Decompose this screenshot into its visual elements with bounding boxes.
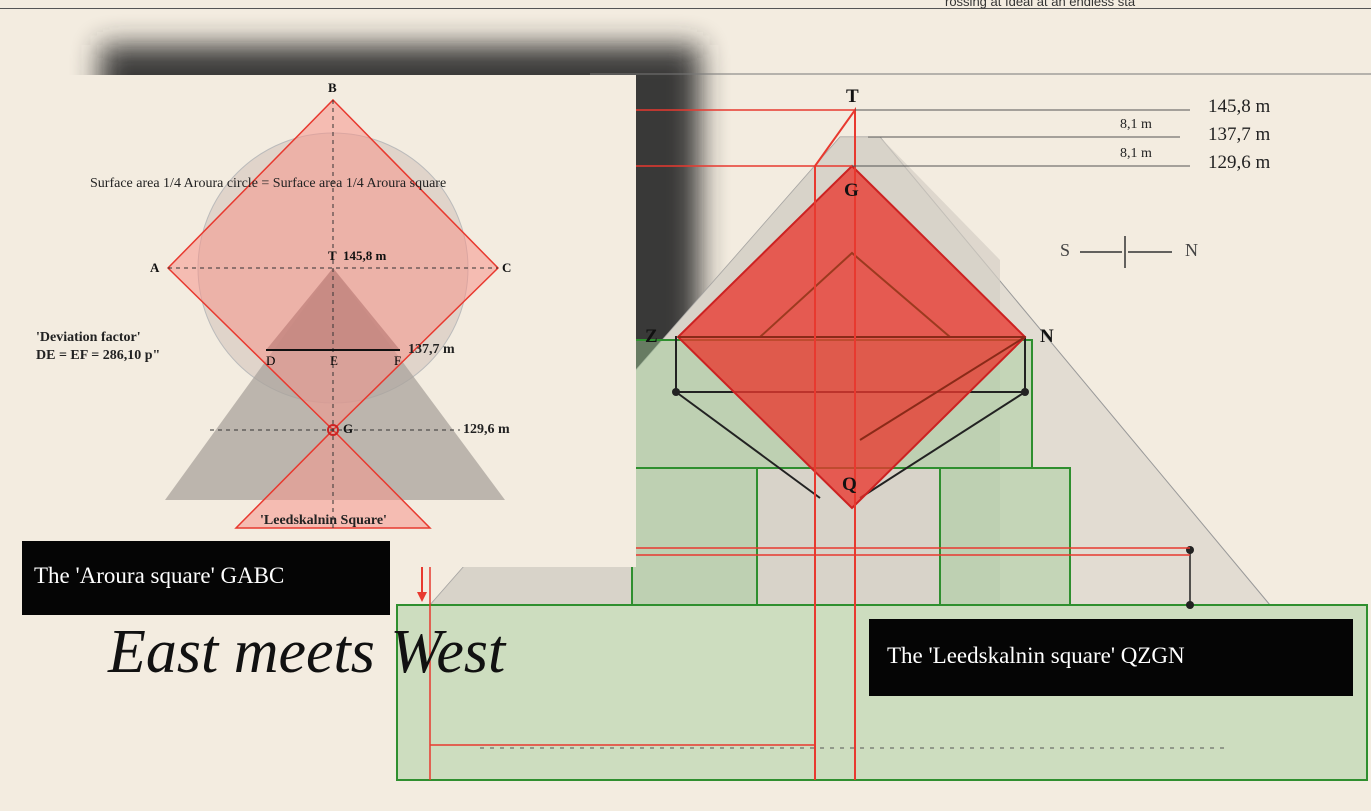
leedskalnin-caption: The 'Leedskalnin square' QZGN: [887, 643, 1185, 668]
height-129: 129,6 m: [1208, 152, 1271, 173]
inset-caption: Surface area 1/4 Aroura circle = Surface…: [90, 176, 447, 191]
inset-point-c: C: [502, 260, 512, 275]
leedskalnin-caption-box: The 'Leedskalnin square' QZGN: [869, 619, 1353, 696]
green-box-right: [939, 467, 1071, 606]
inner-chamber-lines: [759, 251, 951, 338]
green-box-left: [631, 467, 758, 606]
inset-point-a: A: [150, 260, 160, 275]
point-n: N: [1040, 326, 1054, 347]
top-rule: [0, 8, 1371, 9]
height-145: 145,8 m: [1208, 96, 1271, 117]
height-137: 137,7 m: [1208, 124, 1271, 145]
compass-arrows: [1080, 236, 1172, 268]
slide-title: East meets West: [108, 618, 506, 686]
measure-lines: [852, 109, 1190, 167]
aroura-caption-box: The 'Aroura square' GABC: [22, 541, 390, 615]
gap-upper: 8,1 m: [1120, 117, 1152, 132]
node-z-low: [672, 388, 680, 396]
inset-point-b: B: [328, 80, 337, 95]
point-q: Q: [842, 474, 857, 495]
compass-s: S: [1060, 240, 1071, 260]
inset-height-t: 145,8 m: [343, 248, 387, 263]
header-text: rossing at Ideal at an endless sta: [945, 0, 1136, 9]
node-n-low: [1021, 388, 1029, 396]
point-z: Z: [645, 326, 658, 347]
inset-point-t: T: [328, 248, 337, 263]
gap-lower: 8,1 m: [1120, 146, 1152, 161]
inset-node-g: [327, 424, 339, 436]
inset-point-g: G: [343, 421, 354, 436]
inset-height-g: 129,6 m: [463, 422, 510, 437]
inset-leedskalnin-label: 'Leedskalnin Square': [260, 513, 387, 528]
point-g: G: [844, 180, 859, 201]
inset-height-d: 137,7 m: [408, 342, 455, 357]
inset-point-e: E: [330, 353, 338, 368]
inset-dashed: [168, 100, 498, 528]
point-t: T: [846, 86, 859, 107]
inset-point-d: D: [266, 353, 276, 368]
inset-point-f: F: [394, 353, 402, 368]
deviation-line-2: DE = EF = 286,10 p": [36, 348, 161, 363]
compass-n: N: [1185, 240, 1198, 260]
aroura-caption: The 'Aroura square' GABC: [34, 563, 285, 588]
deviation-line-1: 'Deviation factor': [36, 330, 141, 345]
